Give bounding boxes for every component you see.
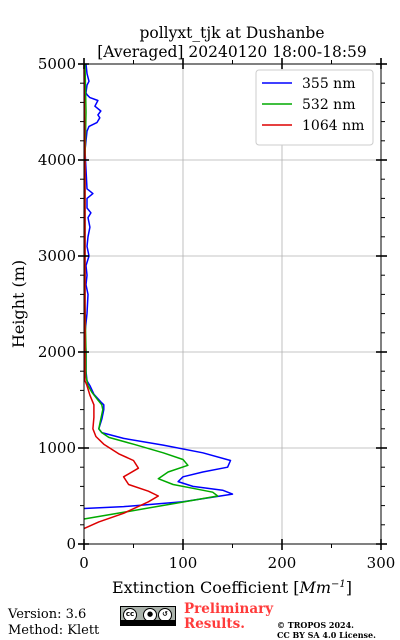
y-tick-label: 1000 (38, 439, 76, 457)
preliminary-notice: Preliminary Results. (184, 602, 273, 632)
preliminary-line-2: Results. (184, 616, 245, 632)
chart-subtitle: [Averaged] 20240120 18:00-18:59 (97, 43, 367, 61)
legend-label: 355 nm (302, 76, 355, 92)
method-text: Method: Klett (8, 623, 100, 638)
series-line-532-nm (83, 63, 219, 520)
x-tick-label: 0 (79, 554, 89, 572)
y-tick-label: 3000 (38, 247, 76, 265)
cc-icon: cc (123, 608, 137, 622)
y-tick-label: 0 (66, 535, 76, 553)
axis-ticks (78, 58, 387, 550)
chart-title: pollyxt_tjk at Dushanbe (139, 24, 324, 42)
legend-label: 1064 nm (302, 118, 364, 134)
preliminary-line-1: Preliminary (184, 601, 274, 617)
x-axis-label: Extinction Coefficient [Mm−1] (112, 578, 352, 597)
legend: 355 nm 532 nm 1064 nm (255, 69, 374, 146)
cc-license-badge: cc ● ↺ (120, 606, 176, 626)
version-text: Version: 3.6 (8, 607, 87, 622)
series-line-355-nm (83, 63, 234, 510)
legend-label: 532 nm (302, 97, 355, 113)
cc-strip (121, 620, 175, 625)
y-tick-label: 5000 (38, 55, 76, 73)
x-tick-label: 200 (268, 554, 297, 572)
x-tick-label: 300 (367, 554, 396, 572)
y-tick-label: 4000 (38, 151, 76, 169)
x-tick-label: 100 (169, 554, 198, 572)
series-line-1064-nm (83, 63, 160, 530)
footer-info: Version: 3.6 Method: Klett (8, 607, 99, 639)
y-axis-label: Height (m) (9, 260, 28, 348)
copyright-line-2: CC BY SA 4.0 License. (277, 630, 376, 640)
series-lines (83, 63, 234, 530)
legend-box (255, 69, 374, 146)
copyright-notice: © TROPOS 2024. CC BY SA 4.0 License. (277, 620, 376, 640)
y-tick-label: 2000 (38, 343, 76, 361)
copyright-line-1: © TROPOS 2024. (277, 620, 354, 630)
chart: pollyxt_tjk at Dushanbe [Averaged] 20240… (9, 24, 396, 597)
